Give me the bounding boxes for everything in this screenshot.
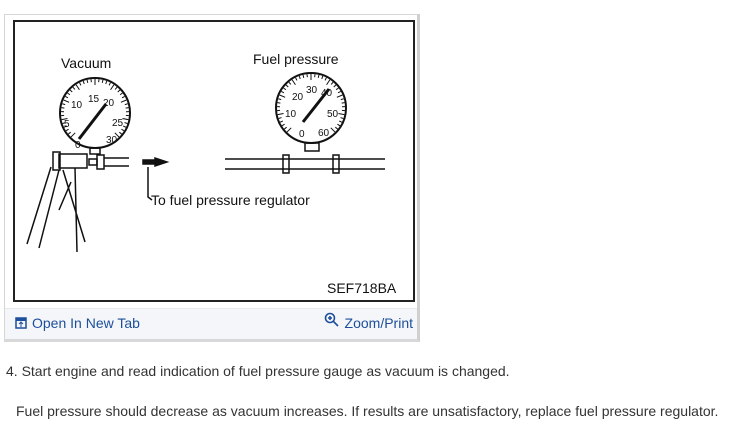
figure-card: Vacuum Fuel pressure 0 5 10 15 20 25 30 bbox=[4, 14, 420, 342]
gauge-tick bbox=[336, 94, 343, 98]
gauge-tick bbox=[283, 87, 287, 91]
svg-text:10: 10 bbox=[285, 109, 297, 120]
open-in-new-tab-link[interactable]: Open In New Tab bbox=[15, 315, 140, 331]
gauge-tick bbox=[79, 82, 82, 86]
gauge-tick bbox=[67, 92, 71, 96]
gauge-tick bbox=[279, 94, 286, 98]
gauge-tick bbox=[278, 117, 282, 119]
gauge-tick bbox=[117, 89, 121, 93]
gauge-tick bbox=[124, 103, 128, 106]
svg-text:25: 25 bbox=[112, 118, 124, 129]
gauge-tick bbox=[82, 80, 85, 85]
gauge-tick bbox=[119, 92, 123, 96]
gauge-tick bbox=[288, 81, 292, 85]
gauge-tick bbox=[321, 75, 324, 80]
vacuum-pump bbox=[26, 147, 170, 253]
gauge-tick bbox=[286, 127, 292, 133]
svg-text:40: 40 bbox=[321, 88, 333, 99]
gauge-tick bbox=[326, 79, 331, 85]
gauge-tick bbox=[121, 95, 125, 99]
gauge-tick bbox=[335, 126, 339, 130]
gauge-tick bbox=[61, 117, 68, 121]
gauge-tick bbox=[62, 122, 66, 124]
svg-text:50: 50 bbox=[327, 109, 339, 120]
gauge-tick bbox=[317, 74, 320, 78]
zoom-print-link[interactable]: Zoom/Print bbox=[324, 312, 413, 331]
gauge-tick bbox=[337, 90, 341, 94]
gauge-tick bbox=[337, 123, 341, 127]
gauge-tick bbox=[278, 98, 282, 101]
svg-text:20: 20 bbox=[103, 98, 115, 109]
gauge-tick bbox=[283, 126, 287, 130]
gauge-tick bbox=[119, 131, 123, 135]
svg-text:10: 10 bbox=[71, 100, 83, 111]
gauge-tick bbox=[65, 128, 69, 132]
figure-footer: Open In New Tab Zoom/Print bbox=[5, 308, 417, 339]
zoom-in-icon bbox=[324, 312, 339, 327]
gauge-tick bbox=[277, 112, 284, 116]
gauge-tick bbox=[298, 75, 301, 80]
gauge-tick bbox=[72, 86, 76, 90]
gauge-tick bbox=[67, 131, 71, 135]
step-text: 4. Start engine and read indication of f… bbox=[6, 363, 510, 379]
gauge-tick bbox=[114, 132, 120, 138]
gauge-tick bbox=[285, 84, 289, 88]
gauge-tick bbox=[120, 99, 127, 103]
gauge-tick bbox=[101, 79, 104, 83]
vacuum-label: Vacuum bbox=[61, 55, 111, 71]
gauge-tick bbox=[121, 128, 125, 132]
new-tab-icon bbox=[15, 317, 27, 329]
gauge-tick bbox=[122, 125, 127, 128]
svg-text:0: 0 bbox=[299, 129, 305, 140]
svg-text:30: 30 bbox=[306, 85, 318, 96]
gauge-tick bbox=[324, 77, 327, 81]
gauge-tick bbox=[279, 120, 284, 123]
gauge-tick bbox=[63, 99, 70, 103]
svg-text:30: 30 bbox=[106, 135, 118, 146]
gauge-tick bbox=[330, 127, 336, 133]
svg-text:20: 20 bbox=[292, 92, 304, 103]
svg-text:5: 5 bbox=[64, 119, 70, 130]
gauge-tick bbox=[281, 90, 285, 94]
svg-text:60: 60 bbox=[318, 128, 330, 139]
gauge-tick bbox=[302, 74, 305, 78]
gauge-tick bbox=[122, 117, 129, 121]
gauge-tick bbox=[333, 84, 337, 88]
gauge-tick bbox=[70, 132, 76, 138]
svg-text:0: 0 bbox=[75, 140, 81, 151]
gauge-tick bbox=[75, 84, 80, 90]
regulator-label: To fuel pressure regulator bbox=[151, 192, 310, 208]
fuel-pressure-label: Fuel pressure bbox=[253, 51, 339, 67]
gauge-tick bbox=[291, 79, 296, 85]
fuel-pressure-gauge: 0 10 20 30 40 50 60 bbox=[275, 72, 347, 144]
gauge-tick bbox=[338, 112, 345, 116]
gauge-tick bbox=[69, 89, 73, 93]
gauge-tick bbox=[63, 125, 68, 128]
zoom-print-label: Zoom/Print bbox=[344, 315, 413, 331]
fuel-line bbox=[225, 142, 385, 174]
open-in-new-tab-label: Open In New Tab bbox=[32, 315, 140, 331]
figure-code: SEF718BA bbox=[327, 280, 397, 296]
gauge-tick bbox=[110, 84, 115, 90]
gauge-tick bbox=[65, 95, 69, 99]
note-text: Fuel pressure should decrease as vacuum … bbox=[16, 403, 719, 419]
gauge-tick bbox=[108, 82, 111, 86]
vacuum-gauge: 0 5 10 15 20 25 30 bbox=[59, 77, 131, 151]
gauge-tick bbox=[338, 120, 343, 123]
gauge-tick bbox=[105, 80, 108, 85]
gauge-tick bbox=[281, 123, 285, 127]
gauge-tick bbox=[124, 122, 128, 124]
gauge-tick bbox=[340, 117, 344, 119]
gauge-tick bbox=[86, 79, 89, 83]
gauge-tick bbox=[114, 86, 118, 90]
gauge-tick bbox=[295, 77, 298, 81]
gauge-tick bbox=[62, 103, 66, 106]
svg-text:15: 15 bbox=[88, 94, 100, 105]
gauge-tick bbox=[335, 87, 339, 91]
gauge-tick bbox=[340, 98, 344, 101]
gauge-tick bbox=[330, 81, 334, 85]
figure-image: Vacuum Fuel pressure 0 5 10 15 20 25 30 bbox=[13, 20, 415, 302]
